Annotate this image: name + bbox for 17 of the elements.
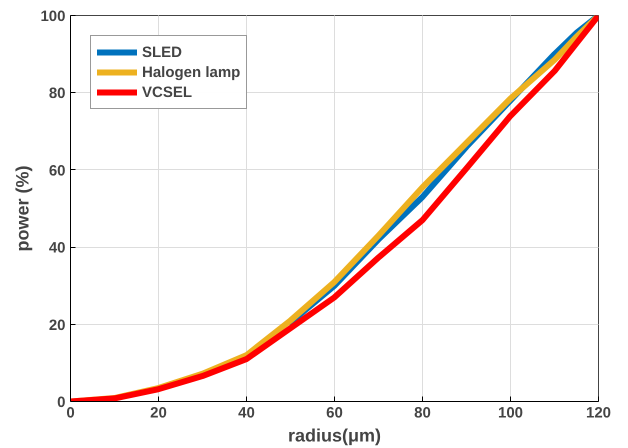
y-tick-label: 0 xyxy=(57,394,66,411)
x-tick-label: 100 xyxy=(498,404,524,422)
y-axis-title: power (%) xyxy=(12,165,32,252)
y-tick-label: 100 xyxy=(40,8,66,25)
x-tick-label: 120 xyxy=(586,404,612,422)
legend-label: VCSEL xyxy=(142,84,192,100)
y-tick-label: 20 xyxy=(48,316,66,334)
y-tick-label: 60 xyxy=(48,162,66,180)
x-tick-label: 80 xyxy=(414,404,431,422)
x-axis-title: radius(μm) xyxy=(288,426,382,446)
x-tick-label: 40 xyxy=(238,404,255,422)
x-tick-label: 60 xyxy=(326,404,343,422)
x-tick-label: 20 xyxy=(150,404,167,422)
y-tick-label: 40 xyxy=(48,240,66,257)
legend-label: SLED xyxy=(142,44,182,60)
legend-label: Halogen lamp xyxy=(142,64,240,80)
y-tick-label: 80 xyxy=(48,85,66,102)
